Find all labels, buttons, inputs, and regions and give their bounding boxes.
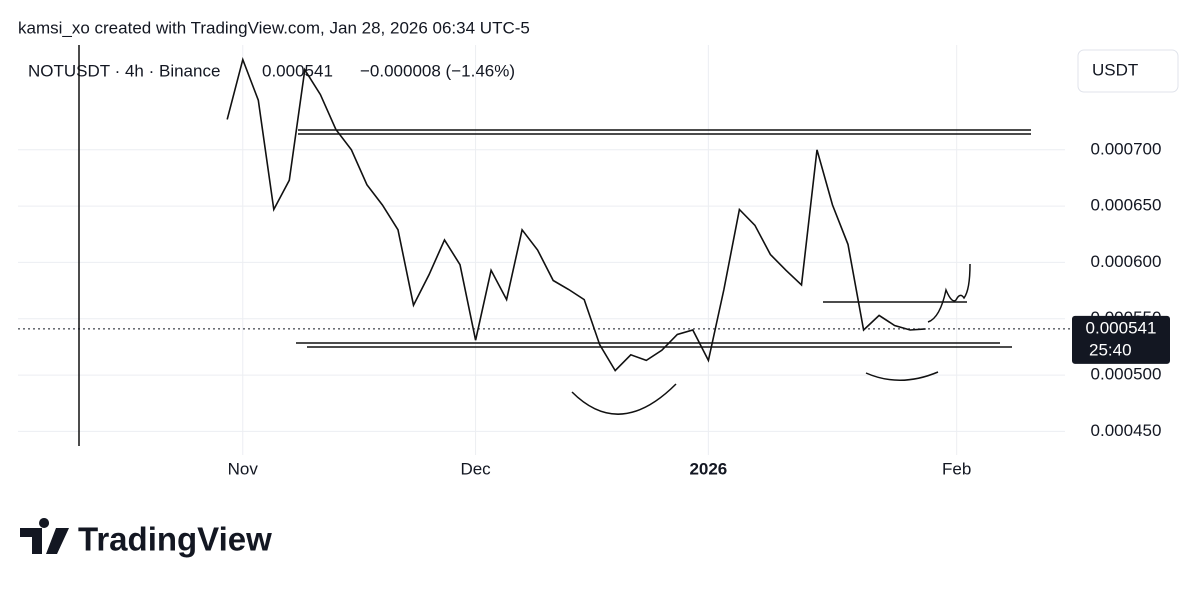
y-tick-label: 0.000450 bbox=[1091, 421, 1162, 440]
last-price-box bbox=[1072, 315, 1170, 364]
brand: TradingView bbox=[78, 521, 272, 558]
x-tick-label: 2026 bbox=[689, 459, 727, 478]
credit: kamsi_xo created with TradingView.com, J… bbox=[18, 18, 530, 37]
x-tick-label: Dec bbox=[460, 459, 491, 478]
legend-change: −0.000008 (−1.46%) bbox=[360, 61, 515, 80]
y-tick-label: 0.000700 bbox=[1091, 139, 1162, 158]
logo bbox=[20, 518, 69, 554]
currency[interactable]: USDT bbox=[1092, 60, 1138, 79]
x-tick-label: Nov bbox=[228, 459, 259, 478]
symbol: NOTUSDT · 4h · Binance bbox=[28, 61, 220, 80]
drawings bbox=[296, 129, 1031, 415]
y-tick-label: 0.000600 bbox=[1091, 252, 1162, 271]
last-price-label: 0.000541 bbox=[1086, 318, 1157, 337]
y-tick-label: 0.000500 bbox=[1091, 365, 1162, 384]
countdown: 25:40 bbox=[1089, 340, 1132, 359]
y-tick-label: 0.000650 bbox=[1091, 196, 1162, 215]
price-line bbox=[226, 56, 926, 372]
currency-box[interactable] bbox=[1077, 49, 1179, 93]
legend-price: 0.000541 bbox=[262, 61, 333, 80]
x-tick-label: Feb bbox=[942, 459, 971, 478]
